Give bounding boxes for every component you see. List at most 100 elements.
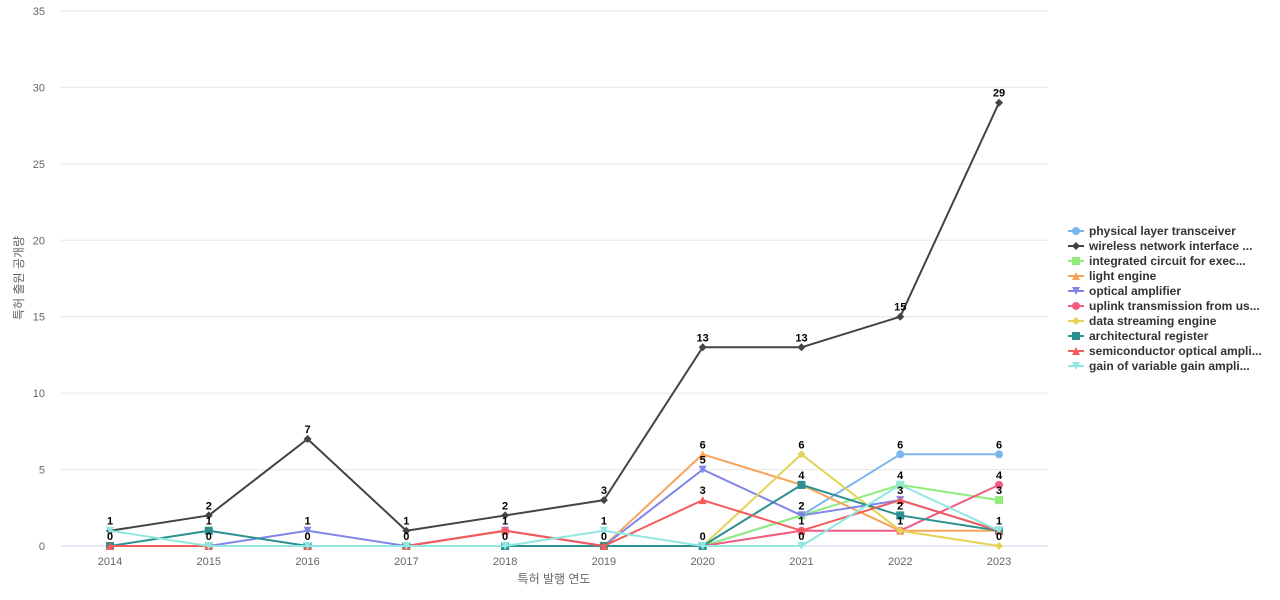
data-point	[106, 542, 114, 550]
data-label: 6	[897, 439, 903, 451]
x-tick-label: 2018	[493, 556, 517, 568]
y-tick-label: 30	[33, 82, 45, 94]
legend-item[interactable]: wireless network interface ...	[1068, 239, 1252, 253]
series-line	[109, 483, 1000, 547]
legend-marker	[1072, 272, 1080, 280]
series-9	[106, 480, 1004, 550]
x-tick-label: 2021	[789, 556, 813, 568]
data-label: 2	[206, 500, 212, 512]
data-label: 1	[897, 516, 903, 528]
data-point	[599, 526, 608, 535]
legend-item[interactable]: uplink transmission from us...	[1068, 299, 1260, 313]
data-point	[797, 480, 806, 489]
data-label: 0	[996, 531, 1002, 543]
data-label: 4	[897, 470, 904, 482]
legend-item[interactable]: integrated circuit for exec...	[1068, 254, 1246, 268]
data-point	[106, 526, 114, 535]
legend-item[interactable]: gain of variable gain ampli...	[1068, 359, 1250, 373]
legend-marker	[1072, 227, 1080, 235]
data-point	[303, 542, 312, 550]
y-axis-ticks: 0 5 10 15 20 25 30 35	[33, 6, 45, 553]
data-label: 0	[798, 531, 804, 543]
data-label: 1	[502, 516, 508, 528]
y-axis-title: 특허 출원 공개량	[12, 236, 26, 320]
legend-item[interactable]: architectural register	[1068, 329, 1209, 343]
data-label: 1	[403, 516, 409, 528]
legend-label: light engine	[1089, 269, 1157, 283]
data-point	[501, 526, 510, 535]
data-point	[896, 511, 905, 520]
legend-item[interactable]: optical amplifier	[1068, 284, 1181, 298]
data-point	[204, 526, 213, 535]
data-point	[698, 465, 707, 474]
data-label: 1	[107, 516, 113, 528]
data-label: 3	[700, 485, 706, 497]
data-label: 0	[601, 531, 607, 543]
data-label: 7	[304, 424, 310, 436]
data-label: 0	[700, 531, 706, 543]
data-point	[896, 480, 905, 489]
x-tick-label: 2014	[98, 556, 122, 568]
data-label: 3	[996, 485, 1002, 497]
legend-label: wireless network interface ...	[1088, 239, 1252, 253]
y-tick-label: 15	[33, 312, 45, 324]
x-tick-label: 2020	[690, 556, 714, 568]
data-label: 13	[697, 332, 709, 344]
legend-item[interactable]: data streaming engine	[1068, 314, 1217, 328]
series-1	[106, 98, 1004, 535]
legend-marker	[1072, 332, 1080, 340]
y-tick-label: 0	[39, 541, 45, 553]
y-tick-label: 35	[33, 6, 45, 18]
data-point	[698, 542, 707, 550]
x-tick-label: 2017	[394, 556, 418, 568]
data-point	[797, 511, 806, 520]
legend-marker	[1072, 317, 1080, 325]
data-point	[303, 435, 312, 443]
y-tick-label: 25	[33, 159, 45, 171]
legend-label: integrated circuit for exec...	[1089, 254, 1246, 268]
data-point	[797, 542, 806, 550]
x-tick-label: 2015	[197, 556, 221, 568]
data-label: 5	[700, 455, 706, 467]
legend-item[interactable]: semiconductor optical ampli...	[1068, 344, 1262, 358]
data-point	[797, 450, 806, 459]
series-line	[110, 453, 1000, 547]
series-line	[109, 102, 1000, 532]
data-label: 0	[206, 531, 212, 543]
legend-marker	[1072, 302, 1080, 310]
series-group	[106, 98, 1004, 550]
legend-label: gain of variable gain ampli...	[1089, 359, 1250, 373]
legend-label: physical layer transceiver	[1089, 224, 1236, 238]
data-label: 6	[700, 439, 706, 451]
x-tick-label: 2023	[987, 556, 1011, 568]
series-line	[110, 453, 1000, 547]
data-label: 13	[795, 332, 807, 344]
legend-item[interactable]: light engine	[1068, 269, 1157, 283]
legend-marker	[1072, 287, 1080, 295]
data-labels: 1021071010210310136530136421015643212964…	[107, 88, 1005, 543]
legend-label: architectural register	[1089, 329, 1209, 343]
data-point	[204, 542, 213, 550]
y-tick-label: 5	[39, 465, 45, 477]
data-label: 1	[798, 516, 804, 528]
data-label: 0	[107, 531, 113, 543]
data-point	[698, 343, 707, 352]
data-label: 0	[502, 531, 508, 543]
data-label: 3	[601, 485, 607, 497]
data-label: 29	[993, 88, 1005, 100]
legend-label: optical amplifier	[1089, 284, 1181, 298]
data-label: 15	[894, 302, 906, 314]
legend-label: semiconductor optical ampli...	[1089, 344, 1262, 358]
data-label: 2	[798, 500, 804, 512]
x-axis-ticks: 2014 2015 2016 2017 2018 2019 2020 2021 2022 2023	[98, 556, 1012, 568]
data-label: 2	[502, 500, 508, 512]
data-label: 0	[403, 531, 409, 543]
x-tick-label: 2022	[888, 556, 912, 568]
legend-marker	[1072, 362, 1080, 370]
legend-item[interactable]: physical layer transceiver	[1068, 224, 1236, 238]
data-point	[896, 312, 905, 321]
series-line	[110, 453, 1000, 547]
data-point	[995, 450, 1004, 459]
data-label: 6	[996, 439, 1002, 451]
